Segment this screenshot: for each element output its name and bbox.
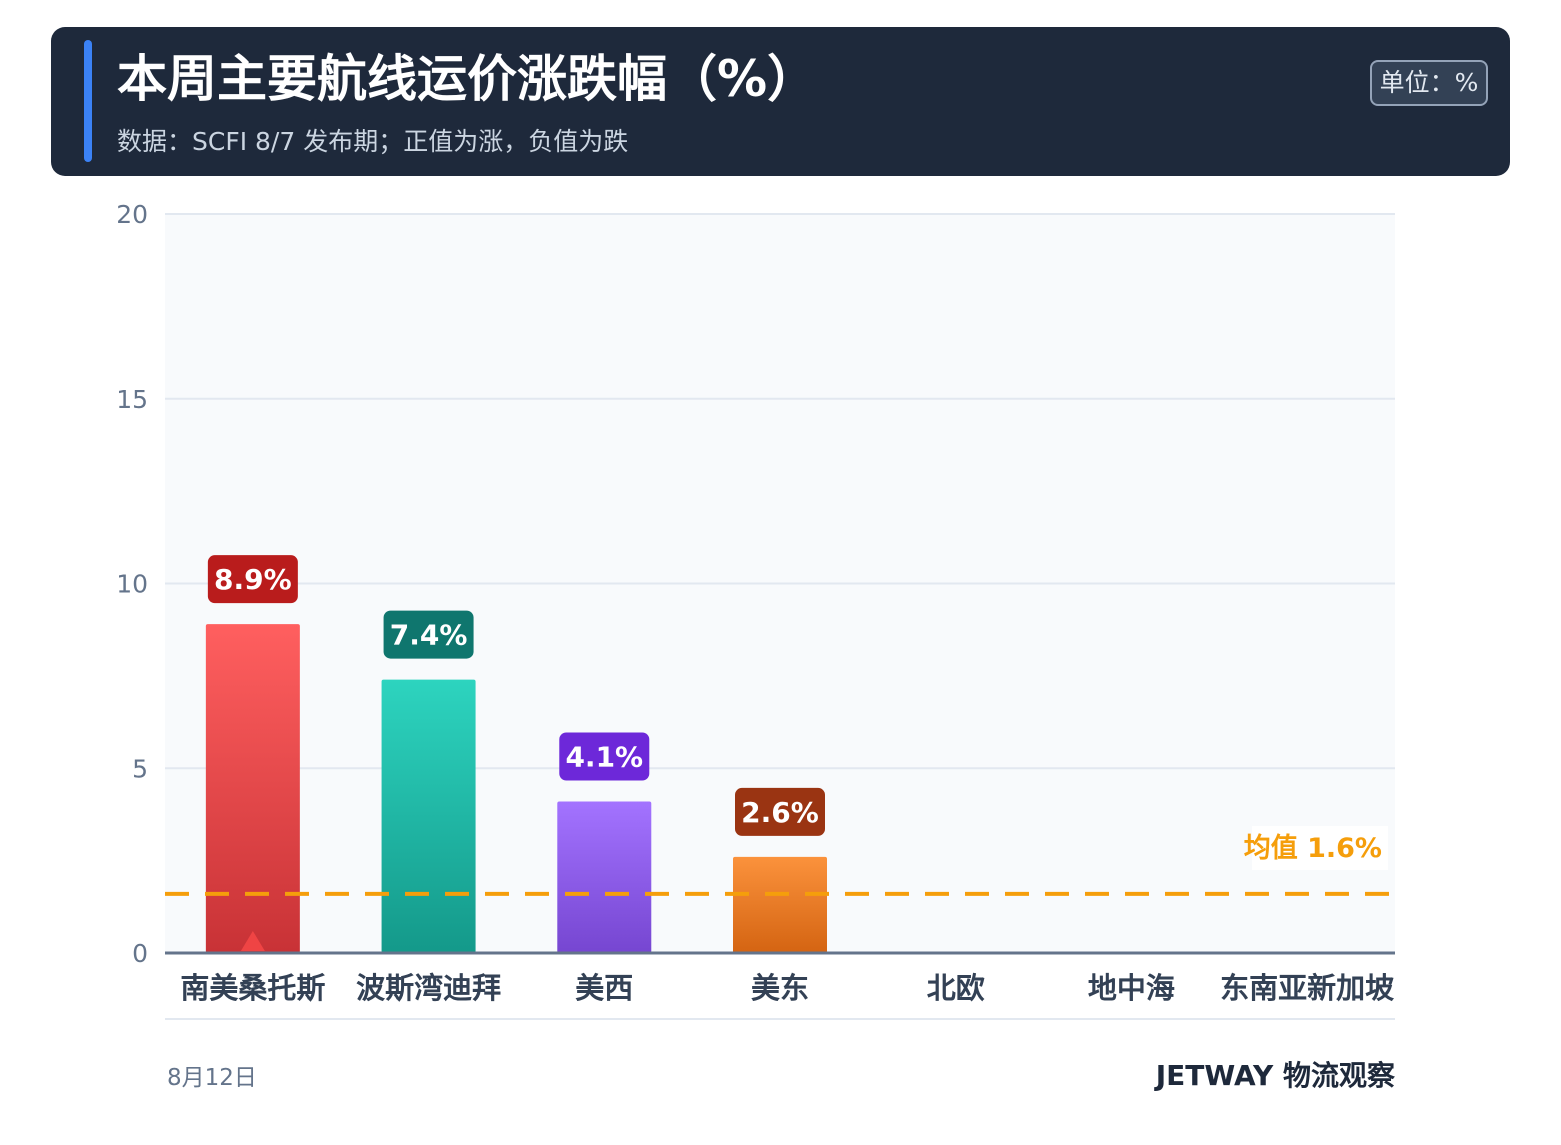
data-label-1: 8.9% <box>214 563 292 596</box>
header-panel <box>51 27 1510 176</box>
x-tick-label-4: 美东 <box>751 971 809 1005</box>
bar-3 <box>557 801 652 953</box>
footer-divider <box>165 1018 1395 1020</box>
mean-label: 均值 1.6% <box>1244 833 1382 864</box>
chart-subtitle: 数据：SCFI 8/7 发布期；正值为涨，负值为跌 <box>117 127 629 156</box>
x-tick-label-1: 南美桑托斯 <box>180 971 325 1005</box>
mean-label-bg <box>1252 826 1388 870</box>
unit-badge: 单位：% <box>1370 60 1488 106</box>
y-tick-label: 0 <box>132 939 148 968</box>
x-tick-label-6: 地中海 <box>1088 971 1175 1005</box>
x-tick-label-3: 美西 <box>575 971 633 1005</box>
x-tick-label-2: 波斯湾迪拜 <box>356 971 501 1005</box>
bar-4 <box>733 856 827 953</box>
y-tick-label: 10 <box>116 570 148 599</box>
data-label-3: 4.1% <box>565 741 643 774</box>
data-label-badge-2 <box>383 610 474 659</box>
data-label-badge-4 <box>735 787 825 836</box>
x-tick-label-5: 北欧 <box>927 971 985 1005</box>
chart-title: 本周主要航线运价涨跌幅（%） <box>117 50 818 108</box>
data-label-4: 2.6% <box>741 796 819 829</box>
header-accent-bar <box>84 40 92 162</box>
y-tick-label: 5 <box>132 754 148 783</box>
bar-1 <box>205 624 300 953</box>
data-label-badge-1 <box>207 555 298 604</box>
data-label-badge-3 <box>559 732 650 781</box>
bar-2 <box>381 679 476 953</box>
y-tick-label: 15 <box>116 385 148 414</box>
footer-date: 8月12日 <box>167 1065 257 1091</box>
footer-brand: JETWAY 物流观察 <box>1155 1059 1395 1092</box>
up-triangle-icon <box>240 931 265 951</box>
data-label-2: 7.4% <box>390 619 468 652</box>
y-tick-label: 20 <box>116 200 148 229</box>
x-tick-label-7: 东南亚新加坡 <box>1220 971 1394 1005</box>
